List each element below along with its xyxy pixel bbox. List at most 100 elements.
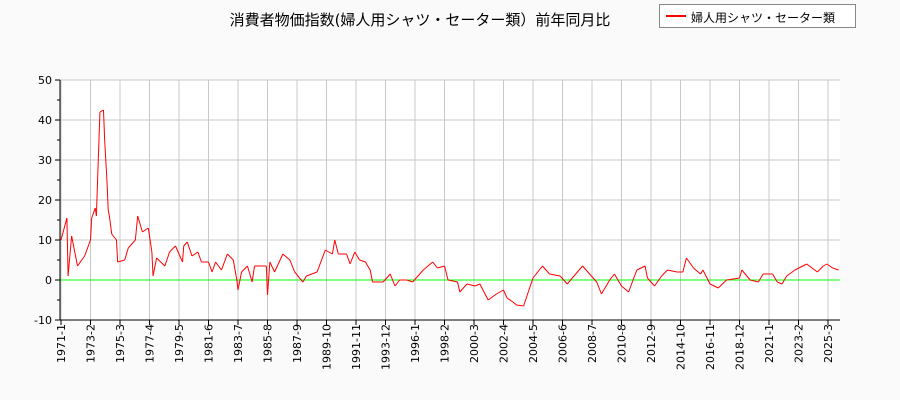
series-line-segment: [566, 265, 583, 285]
series-line-segment: [152, 257, 158, 277]
series-line-segment: [221, 253, 228, 271]
series-line-segment: [422, 261, 434, 271]
series-line-segment: [406, 279, 413, 283]
series-line-segment: [636, 265, 646, 271]
series-line-segment: [237, 271, 243, 291]
series-line-segment: [613, 273, 622, 287]
series-line-segment: [354, 251, 360, 261]
series-line-segment: [306, 271, 318, 277]
series-line-segment: [211, 261, 217, 273]
series-line-segment: [246, 265, 253, 283]
x-tick-label: 2025-3: [822, 324, 835, 363]
series-line-segment: [621, 285, 629, 293]
series-line-segment: [197, 251, 202, 263]
series-line-segment: [777, 281, 783, 285]
series-line-segment: [693, 267, 701, 275]
series-line-segment: [365, 261, 371, 271]
series-line-segment: [667, 269, 678, 273]
series-line-segment: [346, 253, 351, 265]
series-line-segment: [186, 241, 193, 257]
series-line-segment: [437, 265, 445, 269]
series-line-segment: [717, 279, 727, 289]
series-line-segment: [108, 215, 113, 235]
x-tick-label: 1989-10: [321, 324, 334, 370]
series-line-segment: [67, 235, 73, 277]
series-line-segment: [794, 263, 807, 271]
series-line-segment: [349, 251, 356, 265]
x-tick-label: 1987-9: [291, 324, 304, 363]
series-line-segment: [71, 235, 79, 267]
x-tick-label: 1973-2: [85, 324, 98, 363]
series-line-segment: [265, 265, 268, 296]
series-line-segment: [90, 217, 93, 241]
series-line-segment: [609, 273, 615, 281]
series-line-segment: [331, 239, 336, 255]
series-line-segment: [382, 273, 391, 283]
series-line-segment: [289, 259, 296, 273]
series-line-segment: [269, 261, 276, 273]
x-tick-label: 1983-7: [232, 324, 245, 363]
series-line-segment: [117, 259, 125, 263]
x-tick-label: 1985-8: [262, 324, 275, 363]
x-tick-label: 2008-7: [586, 324, 599, 363]
series-line-segment: [523, 291, 529, 307]
series-line-segment: [111, 233, 117, 241]
series-line-segment: [95, 179, 99, 217]
x-tick-label: 1981-6: [203, 324, 216, 363]
legend-label: 婦人用シャツ・セーター類: [691, 11, 836, 25]
series-line-segment: [447, 279, 458, 283]
x-tick-label: 1975-3: [114, 324, 127, 363]
series-line-segment: [77, 255, 86, 267]
series-line-segment: [208, 261, 213, 273]
series-line-segment: [251, 265, 256, 283]
series-line-segment: [589, 273, 598, 283]
series-line-segment: [444, 265, 449, 281]
series-line-segment: [516, 304, 524, 307]
series-line-segment: [582, 265, 591, 275]
series-line-segment: [786, 269, 796, 277]
legend: 婦人用シャツ・セーター類: [659, 4, 856, 28]
series-line-segment: [661, 269, 668, 277]
series-line-segment: [496, 289, 504, 295]
x-tick-label: 1977-4: [144, 324, 157, 363]
series-line-segment: [104, 139, 108, 183]
series-line-segment: [412, 269, 424, 283]
series-line-segment: [156, 257, 166, 267]
series-line-segment: [147, 227, 153, 253]
series-line-segment: [394, 279, 401, 287]
series-line-segment: [709, 283, 719, 289]
series-line-segment: [142, 227, 149, 233]
y-tick-label: 40: [38, 114, 52, 127]
x-tick-label: 2002-4: [498, 324, 511, 363]
x-tick-label: 2021-1: [763, 324, 776, 363]
series-line-segment: [726, 277, 740, 281]
chart-title: 消費者物価指数(婦人用シャツ・セーター類）前年同月比: [229, 11, 611, 29]
series-line-segment: [182, 245, 185, 263]
series-line-segment: [772, 273, 778, 283]
series-line-segment: [596, 281, 602, 295]
series-line-segment: [826, 263, 834, 269]
series-line-segment: [325, 249, 333, 255]
series-line-segment: [750, 279, 759, 283]
series-line-segment: [60, 217, 68, 241]
series-line-segment: [169, 245, 176, 253]
series-line-segment: [647, 277, 655, 287]
x-tick-label: 2000-3: [468, 324, 481, 363]
series-line-segment: [66, 217, 69, 277]
series-line-segment: [487, 293, 497, 301]
x-tick-label: 2010-8: [616, 324, 629, 363]
series-line-segment: [702, 269, 711, 285]
series-line-segment: [474, 283, 481, 287]
series-line-segment: [369, 269, 374, 283]
series-line-segment: [227, 253, 234, 261]
series-line-segment: [294, 271, 304, 283]
series-line-segment: [164, 251, 171, 267]
y-tick-label: 50: [38, 74, 52, 87]
series-line-segment: [549, 273, 561, 277]
series-line-segment: [806, 263, 818, 273]
series-line-segment: [527, 277, 534, 293]
series-line-segment: [532, 265, 543, 279]
series-line-segment: [389, 273, 396, 287]
